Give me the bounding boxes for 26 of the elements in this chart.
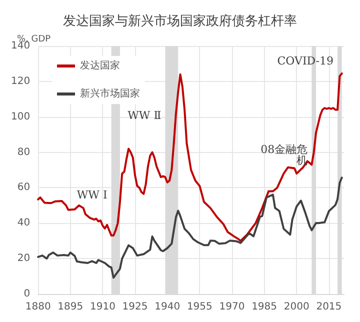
y-tick-label: 60 bbox=[17, 182, 30, 194]
annotation: 08金融危机 bbox=[260, 143, 308, 168]
y-tick-label: 120 bbox=[10, 76, 30, 87]
x-tick-label: 2015 bbox=[316, 302, 342, 312]
y-tick-label: 0 bbox=[24, 288, 30, 300]
y-tick-label: 80 bbox=[17, 146, 30, 158]
line-series bbox=[37, 72, 343, 242]
x-tick-label: 1955 bbox=[186, 302, 212, 312]
x-tick-label: 1910 bbox=[90, 302, 116, 312]
x-tick-label: 1895 bbox=[58, 302, 84, 312]
annotation: WW Ⅰ bbox=[76, 188, 108, 202]
x-tick-label: 1985 bbox=[252, 302, 278, 312]
x-tick-label: 2000 bbox=[284, 302, 310, 312]
y-tick-label: 100 bbox=[10, 111, 30, 122]
y-tick-label: 20 bbox=[17, 253, 30, 264]
y-tick-label: 40 bbox=[17, 218, 30, 229]
legend-label: 发达国家 bbox=[80, 60, 120, 72]
x-tick-label: 1925 bbox=[122, 302, 148, 312]
annotation: WW Ⅱ bbox=[128, 108, 162, 122]
chart-title: 发达国家与新兴市场国家政府债务杠杆率 bbox=[63, 13, 297, 29]
legend-label: 新兴市场国家 bbox=[80, 88, 140, 100]
annotation: COVID-19 bbox=[277, 54, 334, 68]
x-tick-label: 1940 bbox=[154, 302, 180, 312]
x-tick-label: 1880 bbox=[25, 302, 51, 312]
line-series bbox=[37, 176, 343, 279]
x-tick-label: 1970 bbox=[219, 302, 245, 312]
